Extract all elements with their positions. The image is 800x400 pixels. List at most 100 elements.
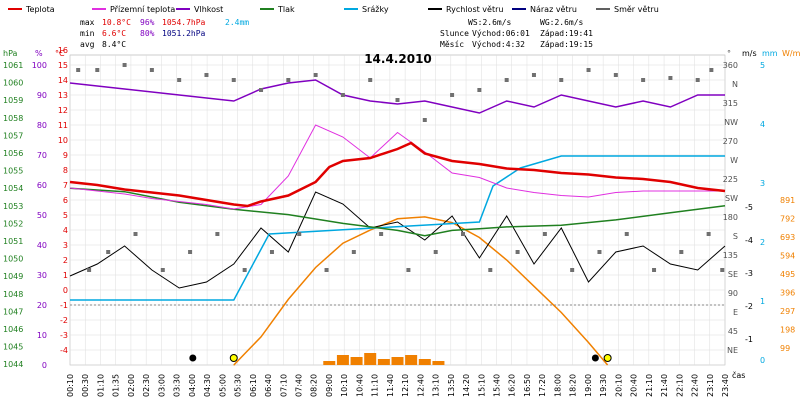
x-tick-label: 19:00	[584, 374, 593, 397]
legend-label: Tlak	[277, 5, 295, 14]
info-sun-rise: Východ:06:01	[472, 29, 530, 38]
stats-block: max 10.8°C 96% 1054.7hPa 2.4mm min 6.6°C…	[80, 18, 249, 49]
wind-direction-point	[461, 232, 465, 236]
axis-tick-label: 180	[723, 213, 738, 222]
x-tick-label: 01:35	[112, 374, 121, 397]
axis-tick-label: 5	[63, 211, 68, 220]
x-tick-label: 21:40	[660, 374, 669, 397]
axis-tick-label: 30	[37, 271, 47, 280]
axis-tick-label: 1052	[3, 219, 23, 228]
axis-tick-label: N	[732, 80, 738, 89]
axis-tick-label: 70	[37, 151, 47, 160]
x-tick-label: 02:00	[127, 374, 136, 397]
axis-tick-label: -2	[60, 316, 68, 325]
axis-tick-label: 9	[63, 151, 68, 160]
wind-direction-point	[477, 88, 482, 92]
axis-tick-label: 100	[32, 61, 47, 70]
series-pressure	[69, 187, 726, 237]
x-tick-label: 07:10	[279, 374, 288, 397]
rain-intensity-bar	[405, 355, 418, 365]
moon-marker	[591, 354, 599, 362]
axis-tick-label: 1050	[3, 255, 23, 264]
stat-max-temp: 10.8°C	[102, 18, 131, 27]
wind-direction-point	[242, 268, 247, 272]
wind-direction-point	[215, 232, 220, 236]
legend: Teplota Přízemní teplota Vlhkost Tlak Srážky…	[8, 5, 659, 14]
x-tick-label: 05:00	[218, 374, 227, 397]
stat-min-hum: 80%	[140, 29, 155, 38]
axis-unit-label: °	[727, 49, 731, 58]
wind-direction-point	[531, 73, 536, 77]
axis-unit-label: hPa	[3, 49, 18, 58]
wind-direction-point	[706, 232, 711, 236]
axis-tick-label: 13	[58, 91, 68, 100]
x-tick-label: 04:00	[188, 374, 197, 397]
axis-tick-label: 1055	[3, 167, 23, 176]
x-tick-label: 11:40	[386, 374, 395, 397]
axes: 1061106010591058105710561055105410531052…	[3, 46, 800, 397]
moon-marker	[189, 354, 197, 362]
info-moon-label: Měsíc	[440, 40, 464, 49]
plot-area	[69, 54, 726, 366]
wind-direction-point	[324, 268, 329, 272]
info-moon-rise: Východ:4:32	[472, 40, 525, 49]
axis-tick-label: -1	[60, 301, 68, 310]
rain-intensity-bar	[432, 361, 445, 365]
x-tick-label: 06:40	[264, 374, 273, 397]
axis-tick-label: 3	[760, 179, 765, 188]
wind-direction-point	[450, 93, 455, 97]
axis-tick-label: 50	[37, 211, 47, 220]
axis-tick-label: 1	[760, 297, 765, 306]
axis-tick-label: 1059	[3, 96, 23, 105]
wind-direction-point	[313, 73, 318, 77]
x-tick-label: 17:20	[538, 374, 547, 397]
axis-tick-label: 99	[780, 344, 790, 353]
rain-intensity-bar	[377, 359, 390, 365]
wind-direction-point	[188, 250, 193, 254]
series-radiation	[233, 216, 609, 366]
axis-tick-label: 225	[723, 175, 738, 184]
wind-direction-point	[204, 73, 209, 77]
axis-tick-label: 1048	[3, 290, 23, 299]
info-moon-set: Západ:19:15	[540, 40, 593, 49]
info-sun-set: Západ:19:41	[540, 29, 593, 38]
x-tick-label: 03:00	[157, 374, 166, 397]
legend-label: Rychlost větru	[446, 5, 503, 14]
wind-direction-point	[177, 78, 182, 82]
wind-direction-point	[95, 68, 100, 72]
wind-direction-point	[231, 78, 236, 82]
x-tick-label: 23:10	[706, 374, 715, 397]
axis-tick-label: 14	[58, 76, 68, 85]
axis-tick-label: -3	[60, 331, 68, 340]
stat-avg-temp: 8.4°C	[102, 40, 126, 49]
stat-avg-label: avg	[80, 40, 95, 49]
axis-tick-label: 1049	[3, 272, 23, 281]
x-tick-label: 20:10	[614, 374, 623, 397]
wind-direction-point	[586, 68, 591, 72]
wind-direction-point	[286, 78, 291, 82]
x-tick-label: 16:50	[523, 374, 532, 397]
wind-direction-point	[149, 68, 154, 72]
axis-unit-label: m/s	[742, 49, 757, 58]
wind-direction-point	[559, 78, 564, 82]
info-sun-label: Slunce	[440, 29, 469, 38]
axis-tick-label: 10	[37, 331, 47, 340]
axis-tick-label: 891	[780, 196, 795, 205]
wind-direction-point	[624, 232, 629, 236]
wind-direction-point	[379, 232, 384, 236]
wind-direction-point	[668, 76, 673, 80]
x-tick-label: 13:10	[432, 374, 441, 397]
axis-tick-label: 5	[760, 61, 765, 70]
x-tick-label: 01:10	[96, 374, 105, 397]
wind-direction-point	[395, 98, 400, 102]
series-rain	[70, 155, 725, 301]
axis-tick-label: 11	[58, 121, 68, 130]
rain-intensity-bar	[364, 353, 377, 365]
x-tick-label: 07:40	[294, 374, 303, 397]
axis-tick-label: 1054	[3, 184, 23, 193]
wind-direction-point	[368, 78, 373, 82]
axis-tick-label: 90	[37, 91, 47, 100]
axis-tick-label: 80	[37, 121, 47, 130]
wind-direction-point	[269, 250, 274, 254]
wind-direction-point	[87, 268, 92, 272]
